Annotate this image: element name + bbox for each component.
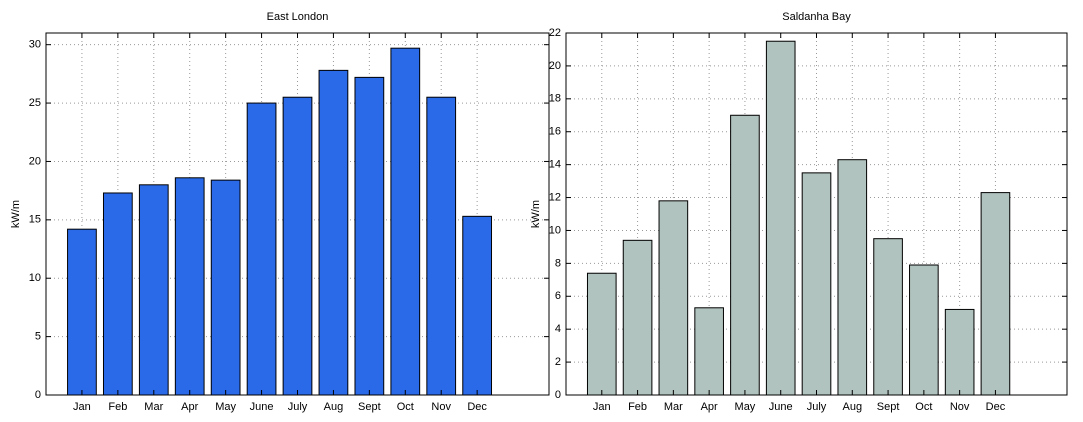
x-tick-label: Oct: [397, 401, 414, 413]
y-tick-label: 20: [29, 155, 41, 167]
x-tick-label: June: [250, 401, 274, 413]
y-tick-label: 18: [549, 93, 561, 105]
bar: [765, 40, 796, 396]
plot-frame: [565, 32, 1068, 396]
bar: [944, 308, 975, 396]
bar: [318, 69, 349, 396]
x-tick-label: Feb: [108, 401, 127, 413]
bar: [873, 238, 903, 396]
y-tick-label: 16: [549, 126, 561, 138]
bar: [837, 159, 868, 396]
bar: [801, 172, 832, 396]
y-tick-label: 15: [29, 214, 41, 226]
x-tick-label: July: [807, 401, 827, 413]
y-axis-label: kW/m: [10, 200, 22, 228]
y-tick-label: 8: [555, 257, 561, 269]
y-tick-label: 20: [549, 60, 561, 72]
y-tick-label: 4: [555, 323, 561, 335]
x-tick-label: Nov: [431, 401, 451, 413]
bar: [730, 114, 760, 396]
x-tick-label: Dec: [467, 401, 487, 413]
bar: [282, 96, 313, 396]
bar: [586, 272, 617, 396]
x-tick-label: July: [288, 401, 308, 413]
x-tick-label: Jan: [73, 401, 91, 413]
x-tick-label: Aug: [324, 401, 344, 413]
plot-frame: [45, 32, 550, 396]
x-tick-label: Sept: [877, 401, 900, 413]
x-tick-label: May: [735, 401, 756, 413]
bar: [426, 96, 457, 396]
bar: [622, 239, 653, 396]
bar: [658, 200, 689, 396]
x-tick-label: Apr: [701, 401, 718, 413]
y-tick-label: 25: [29, 97, 41, 109]
x-tick-label: Apr: [181, 401, 198, 413]
y-tick-label: 14: [549, 159, 561, 171]
x-tick-label: Mar: [664, 401, 683, 413]
y-tick-label: 30: [29, 39, 41, 51]
bar: [980, 192, 1011, 396]
bar: [210, 179, 241, 396]
x-tick-label: Sept: [358, 401, 381, 413]
chart-title: East London: [267, 11, 329, 23]
y-tick-label: 2: [555, 356, 561, 368]
bar: [102, 192, 133, 396]
y-tick-label: 5: [35, 331, 41, 343]
bar: [390, 47, 421, 396]
bar: [174, 177, 205, 396]
y-tick-label: 10: [29, 272, 41, 284]
bar: [694, 307, 724, 396]
y-tick-label: 10: [549, 224, 561, 236]
bar: [909, 264, 939, 396]
x-tick-label: Jan: [593, 401, 611, 413]
bar: [246, 102, 277, 396]
bar: [354, 76, 385, 396]
y-tick-label: 0: [555, 389, 561, 401]
x-tick-label: Feb: [628, 401, 647, 413]
y-tick-label: 6: [555, 290, 561, 302]
x-tick-label: Nov: [950, 401, 970, 413]
chart-title: Saldanha Bay: [782, 11, 851, 23]
x-tick-label: June: [769, 401, 793, 413]
x-tick-label: Mar: [144, 401, 163, 413]
y-tick-label: 12: [549, 191, 561, 203]
x-tick-label: Dec: [986, 401, 1006, 413]
y-tick-label: 0: [35, 389, 41, 401]
bar: [138, 184, 169, 396]
x-tick-label: May: [215, 401, 236, 413]
x-tick-label: Aug: [842, 401, 862, 413]
y-tick-label: 22: [549, 27, 561, 39]
y-axis-label: kW/m: [530, 200, 542, 228]
bar: [462, 215, 493, 396]
x-tick-label: Oct: [915, 401, 932, 413]
bar: [67, 228, 97, 396]
